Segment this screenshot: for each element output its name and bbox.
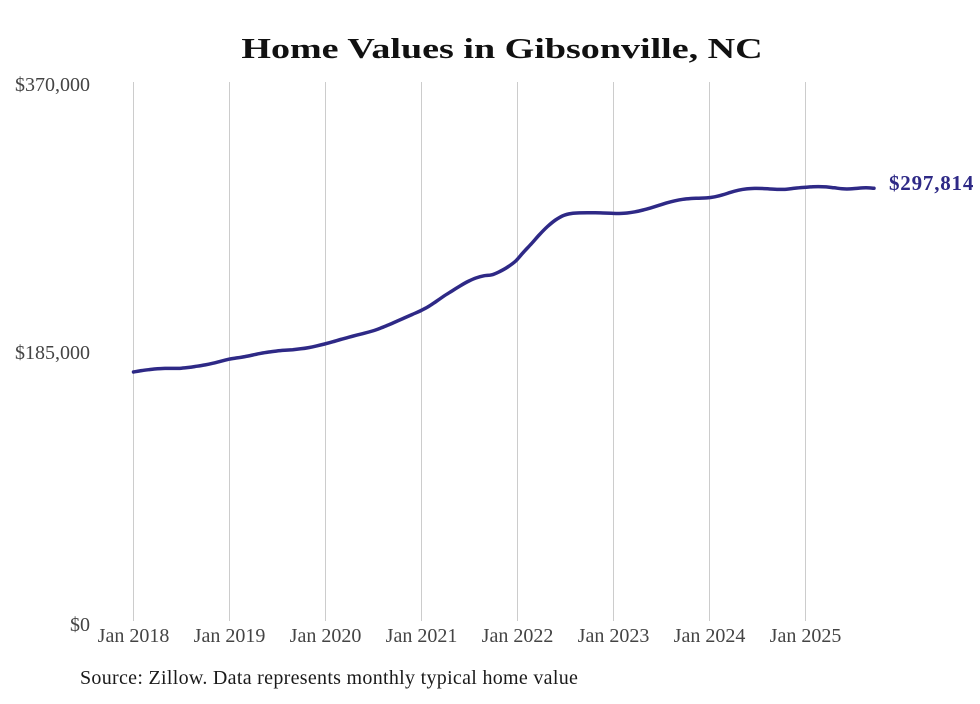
- svg-text:Jan 2020: Jan 2020: [290, 625, 362, 647]
- svg-text:Home Values in Gibsonville, NC: Home Values in Gibsonville, NC: [241, 34, 762, 65]
- svg-text:$185,000: $185,000: [15, 342, 90, 364]
- svg-text:Jan 2022: Jan 2022: [482, 625, 554, 647]
- svg-text:$0: $0: [70, 614, 90, 636]
- svg-text:Source: Zillow. Data represent: Source: Zillow. Data represents monthly …: [80, 667, 578, 689]
- svg-text:Jan 2021: Jan 2021: [386, 625, 458, 647]
- svg-text:Jan 2019: Jan 2019: [194, 625, 266, 647]
- svg-text:$370,000: $370,000: [15, 74, 90, 96]
- svg-text:Jan 2025: Jan 2025: [770, 625, 842, 647]
- svg-text:$297,814: $297,814: [889, 171, 974, 195]
- svg-text:Jan 2023: Jan 2023: [578, 625, 650, 647]
- svg-text:Jan 2018: Jan 2018: [98, 625, 170, 647]
- svg-text:Jan 2024: Jan 2024: [674, 625, 746, 647]
